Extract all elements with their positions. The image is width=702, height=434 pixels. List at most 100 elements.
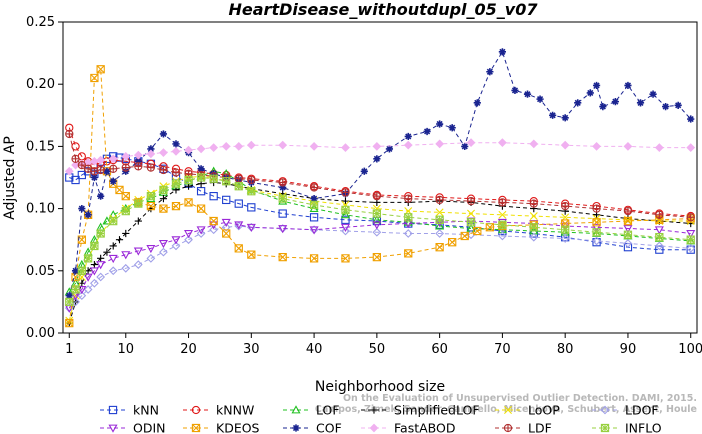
x-tick-label: 80 — [557, 342, 574, 357]
data-point-diamond — [146, 253, 156, 263]
data-point-circle-plus-cross — [310, 183, 318, 192]
chart-title: HeartDisease_withoutdupl_05_v07 — [229, 0, 539, 19]
data-point-triangle-down — [77, 286, 87, 295]
series-inflo — [65, 173, 695, 307]
data-point-circle-plus-cross — [404, 195, 412, 203]
data-point-asterisk — [536, 95, 544, 103]
data-point-diamond — [560, 234, 570, 243]
data-point-square-x — [209, 216, 218, 226]
series-cof — [65, 48, 695, 300]
data-point-square-x — [191, 423, 201, 433]
data-point-diamond — [246, 140, 256, 150]
data-point-circle-plus-cross — [134, 162, 142, 170]
series-fastabod — [64, 138, 696, 176]
data-point-asterisk — [599, 102, 607, 111]
watermark-line-1: On the Evaluation of Unsupervised Outlie… — [343, 393, 697, 404]
data-point-asterisk — [65, 292, 73, 300]
series-line — [68, 175, 691, 321]
data-point-diamond — [184, 235, 193, 245]
data-point-asterisk — [674, 101, 682, 109]
data-point-square-star — [146, 192, 156, 201]
data-point-diamond — [600, 405, 610, 415]
data-point-triangle-down — [108, 424, 118, 433]
legend-item-simplifiedlof: SimplifiedLOF — [361, 403, 480, 418]
data-point-diamond — [623, 142, 633, 151]
data-point-diamond — [529, 139, 539, 149]
data-point-diamond — [654, 241, 664, 251]
data-point-square-star — [71, 285, 80, 294]
data-point-circle-plus-cross — [147, 163, 155, 172]
x-tick-label: 90 — [620, 342, 637, 357]
data-point-diamond — [196, 144, 206, 154]
data-point-diamond — [108, 266, 118, 276]
data-point-circle-plus-cross — [172, 168, 180, 177]
x-tick-label: 1 — [65, 342, 73, 357]
data-point-plus — [103, 248, 111, 256]
data-point-asterisk — [172, 140, 180, 148]
data-point-triangle-down — [89, 267, 99, 276]
x-tick-label: 20 — [180, 342, 197, 357]
legend-label: LDOF — [625, 403, 659, 418]
data-point-plus — [122, 229, 130, 238]
series-line — [68, 181, 691, 324]
data-point-plus — [134, 217, 142, 225]
data-point-square — [234, 199, 243, 208]
data-point-diamond — [108, 154, 118, 164]
data-point-square-star — [109, 216, 118, 226]
data-point-asterisk — [147, 145, 155, 153]
data-point-square-x — [222, 229, 231, 238]
data-point-diamond — [560, 140, 570, 150]
data-point-square-star — [134, 199, 143, 208]
data-point-asterisk — [373, 155, 381, 163]
x-axis-label: Neighborhood size — [315, 379, 445, 395]
data-point-asterisk — [461, 142, 469, 150]
data-point-asterisk — [523, 90, 532, 98]
data-point-diamond — [184, 145, 193, 155]
data-point-asterisk — [436, 120, 444, 128]
data-point-diamond — [159, 247, 168, 257]
data-point-square-star — [222, 177, 231, 186]
data-point-diamond — [592, 142, 601, 151]
legend-item-knnw: kNNW — [183, 403, 254, 418]
data-point-triangle-down — [146, 244, 156, 254]
data-point-circle-plus-cross — [655, 211, 663, 219]
data-point-square-x — [473, 226, 482, 236]
data-point-diamond — [133, 260, 143, 269]
data-point-diamond — [209, 225, 219, 235]
data-point-diamond — [686, 143, 696, 153]
data-point-triangle-down — [133, 247, 143, 256]
data-point-triangle-down — [340, 223, 351, 232]
data-point-diamond — [121, 151, 131, 161]
data-point-triangle-down — [184, 230, 194, 239]
data-point-circle-plus-cross — [592, 205, 601, 213]
data-point-diamond — [196, 229, 206, 238]
y-tick-label: 0.15 — [26, 139, 55, 154]
data-point-square-star — [159, 185, 168, 195]
data-point-diamond — [64, 166, 74, 176]
data-point-square-star — [341, 205, 350, 214]
data-point-circle-plus-cross — [687, 213, 695, 221]
data-point-circle-plus-cross — [78, 161, 86, 169]
data-point-square-star — [209, 174, 218, 183]
data-point-square-star — [404, 213, 413, 222]
data-point-plus — [115, 236, 124, 244]
data-point-diamond — [309, 142, 319, 151]
data-point-circle-plus-cross — [122, 163, 130, 172]
legend-item-ldof: LDOF — [592, 403, 659, 418]
legend-item-fastabod: FastABOD — [361, 421, 456, 434]
data-point-x — [498, 210, 507, 219]
data-point-circle-plus-cross — [436, 196, 444, 204]
data-point-square-x — [234, 244, 243, 253]
data-point-diamond — [221, 222, 231, 232]
legend-label: KDEOS — [216, 421, 260, 434]
data-point-plus — [370, 406, 378, 414]
data-point-square — [209, 192, 218, 201]
legend-item-inflo: INFLO — [592, 421, 662, 434]
data-point-asterisk — [97, 192, 105, 200]
legend-label: INFLO — [625, 421, 662, 434]
data-point-triangle — [291, 405, 301, 414]
data-point-triangle-down — [278, 225, 288, 234]
data-point-square — [655, 245, 664, 254]
data-point-square-star — [121, 206, 130, 216]
data-point-diamond — [623, 239, 633, 248]
